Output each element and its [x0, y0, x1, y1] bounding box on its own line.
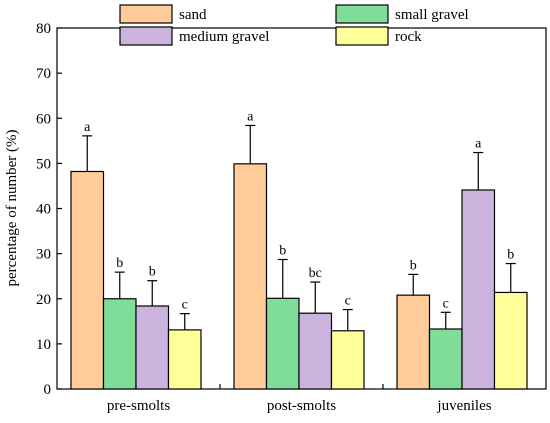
y-tick-label: 40	[36, 202, 51, 218]
legend-swatch	[119, 4, 173, 24]
y-tick-label: 30	[36, 247, 51, 263]
y-tick-label: 50	[36, 156, 51, 172]
significance-label: b	[279, 243, 286, 258]
significance-label: c	[182, 298, 188, 313]
bar	[330, 330, 365, 390]
y-tick-label: 20	[36, 292, 51, 308]
x-tick-label: post-smolts	[267, 398, 336, 414]
y-tick-label: 0	[44, 382, 52, 398]
bar	[493, 291, 528, 390]
significance-label: b	[149, 265, 156, 280]
significance-label: b	[410, 258, 417, 273]
significance-label: a	[475, 137, 482, 152]
bar	[461, 189, 496, 390]
significance-label: bc	[309, 266, 322, 281]
bar	[265, 297, 300, 390]
significance-label: b	[507, 248, 514, 263]
legend-label: medium gravel	[179, 29, 269, 45]
legend-swatch	[335, 26, 389, 46]
significance-label: c	[443, 296, 449, 311]
bar	[167, 329, 202, 390]
legend-label: sand	[179, 7, 207, 23]
x-tick-label: juveniles	[436, 398, 491, 414]
legend-label: rock	[395, 29, 422, 45]
bar	[102, 298, 137, 390]
legend-swatch	[335, 4, 389, 24]
significance-label: a	[84, 120, 91, 135]
significance-label: a	[247, 109, 254, 124]
significance-label: b	[116, 256, 123, 271]
bar	[233, 163, 268, 390]
y-axis-title: percentage of number (%)	[4, 129, 20, 286]
legend-label: small gravel	[395, 7, 469, 23]
y-tick-label: 70	[36, 66, 51, 82]
y-tick-label: 80	[36, 21, 51, 37]
significance-label: c	[345, 294, 351, 309]
y-tick-label: 10	[36, 337, 51, 353]
x-tick-label: pre-smolts	[107, 398, 170, 414]
bar	[396, 294, 431, 390]
bar	[298, 312, 333, 390]
bar	[135, 305, 170, 390]
bar	[428, 328, 463, 390]
y-tick-label: 60	[36, 111, 51, 127]
legend-swatch	[119, 26, 173, 46]
bar	[70, 170, 105, 390]
